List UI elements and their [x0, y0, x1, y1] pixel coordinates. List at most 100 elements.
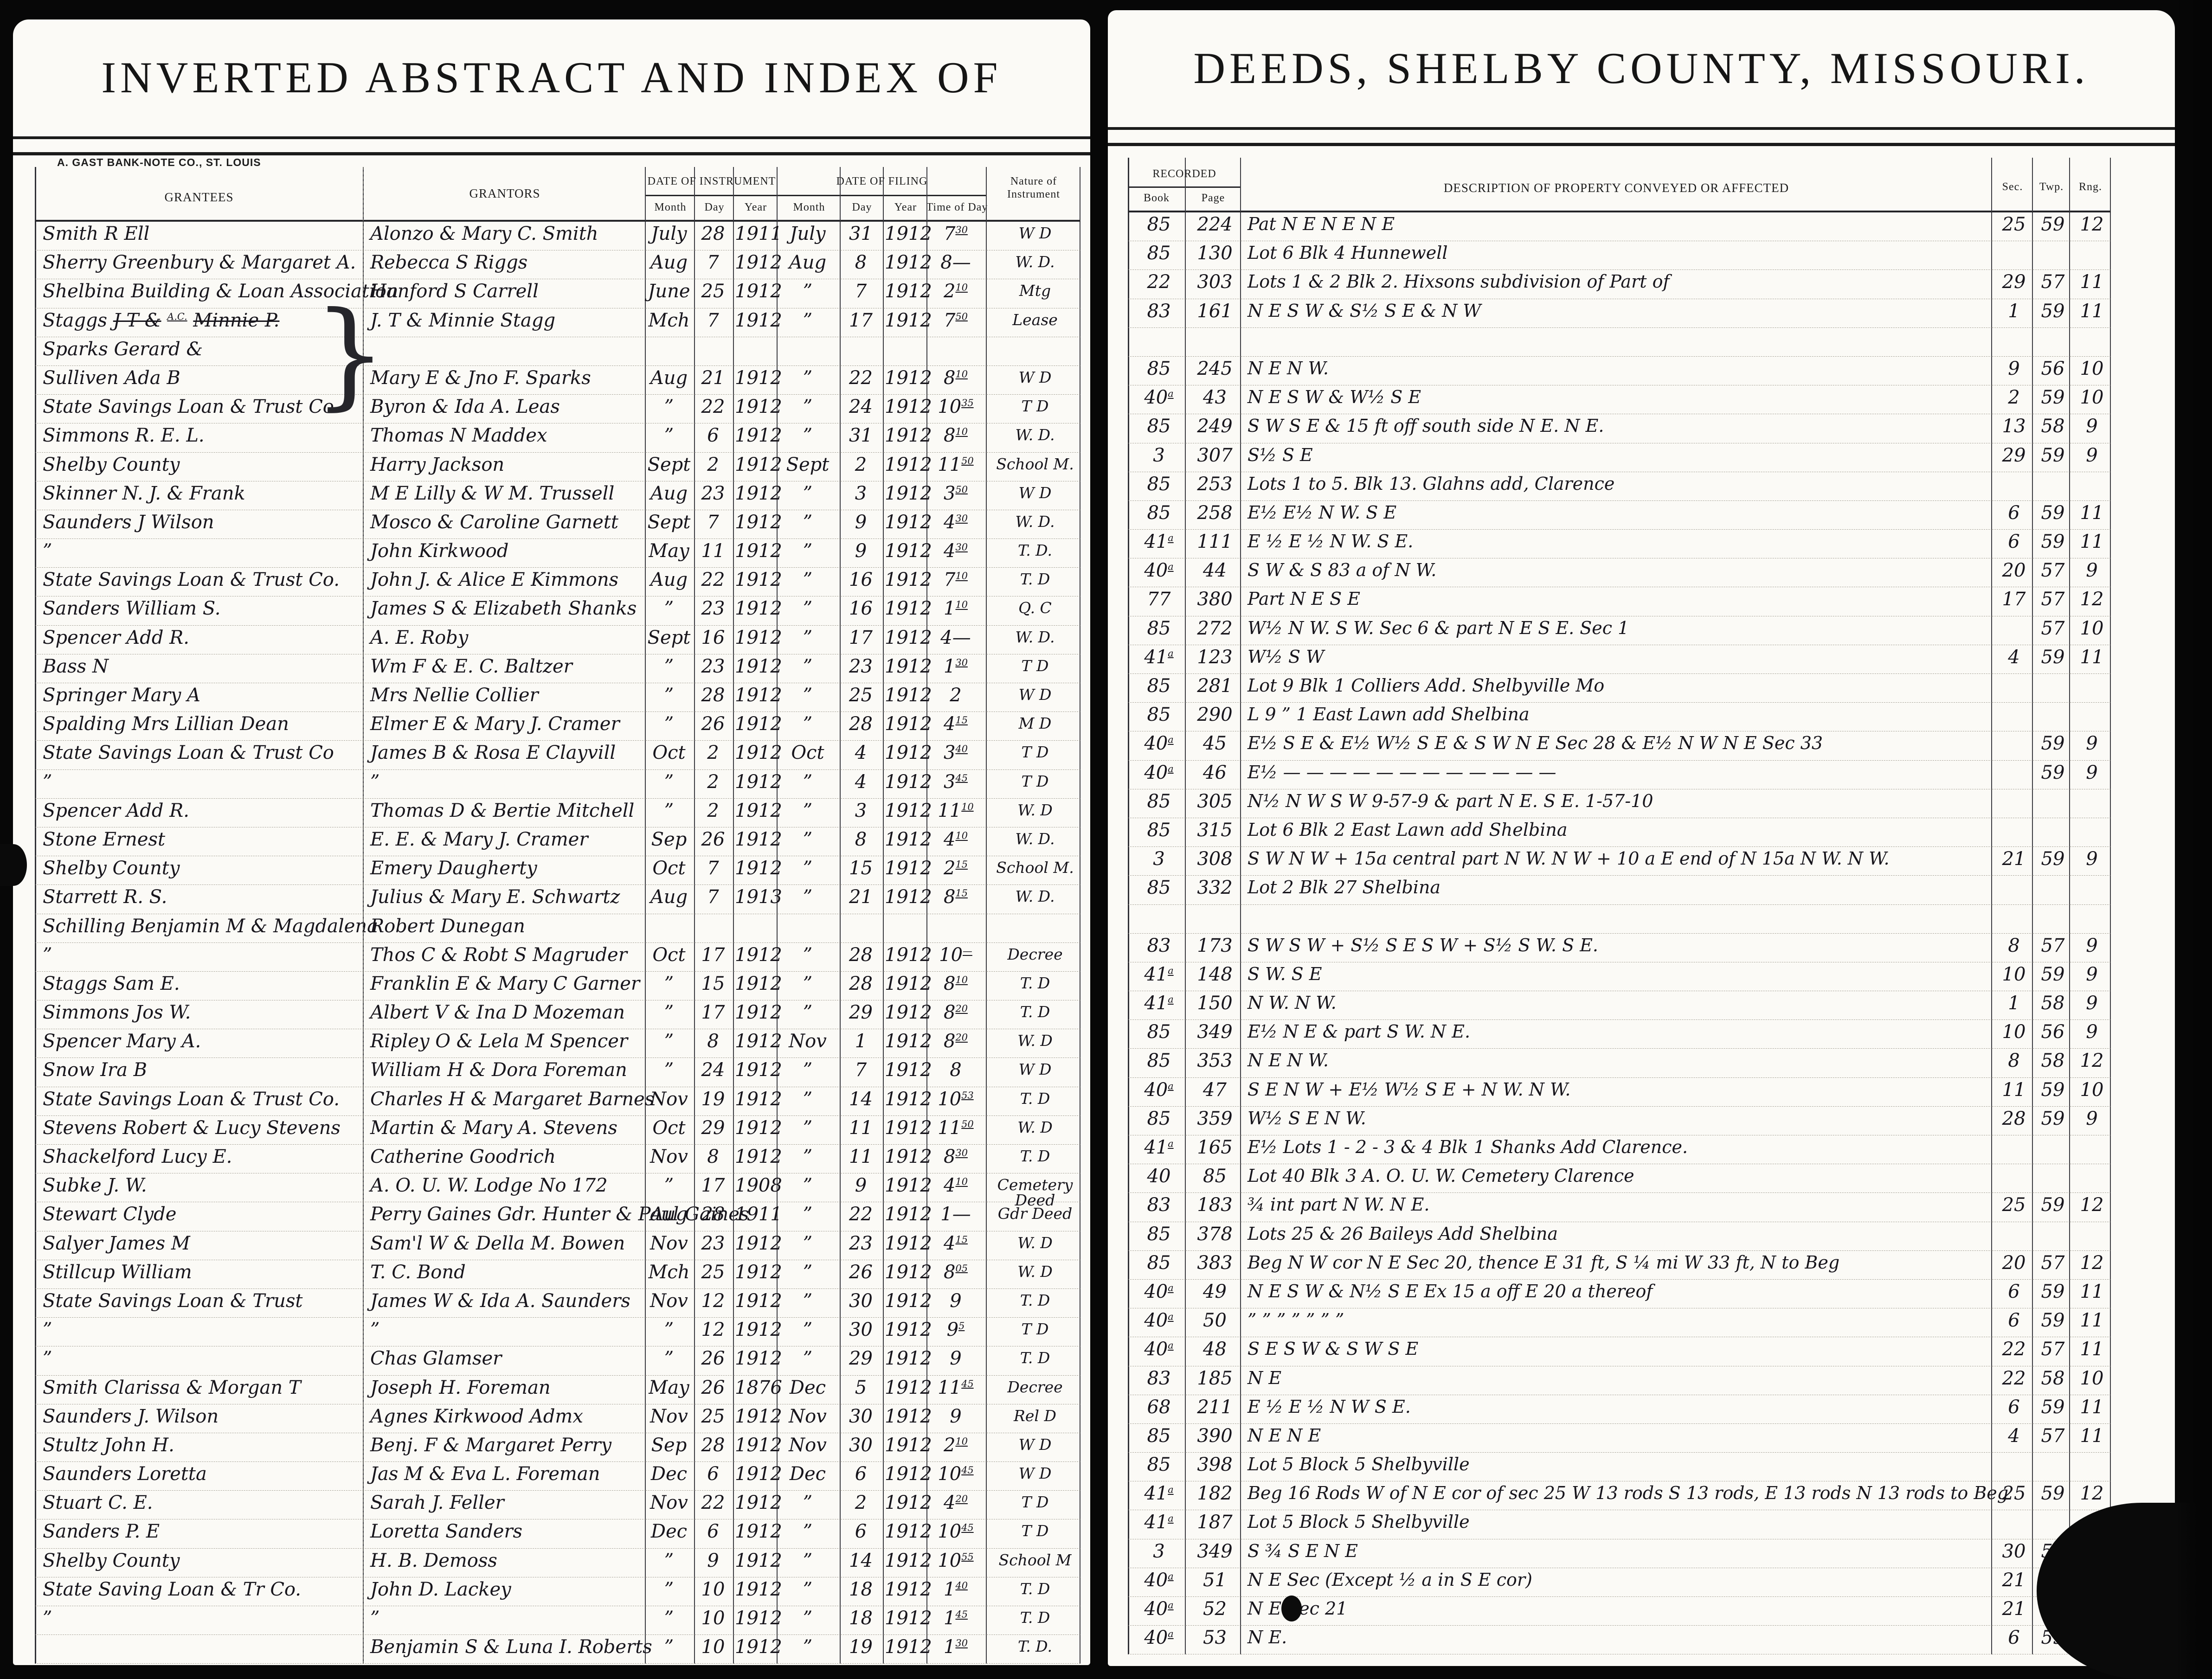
cell-filed-month: ” — [778, 596, 841, 626]
cell-book: 85 — [1128, 1250, 1186, 1280]
cell-inst-day: 28 — [695, 683, 734, 712]
cell-twp: 58 — [2033, 991, 2070, 1020]
cell-inst-day: 23 — [695, 481, 734, 510]
cell-inst-year: 1912 — [734, 395, 782, 424]
cell-inst-day: 17 — [695, 1173, 734, 1203]
cell-inst-month: Aug — [646, 481, 695, 510]
cell-inst-day: 21 — [695, 365, 734, 395]
cell-filed-day: 17 — [841, 625, 884, 654]
cell-grantee: State Saving Loan & Tr Co. — [35, 1577, 364, 1606]
cell-grantor: John J. & Alice E Kimmons — [363, 568, 646, 597]
cell-twp: 59 — [2033, 1106, 2070, 1135]
cell-nature: Decree — [987, 1375, 1080, 1404]
col-head-time-of-day: Time of Day — [926, 201, 988, 213]
cell-rng — [2070, 818, 2111, 847]
cell-filed-year: 1912 — [884, 625, 932, 654]
cell-sec — [1992, 876, 2033, 905]
cell-inst-year: 1912 — [734, 510, 782, 539]
cell-inst-day: 28 — [695, 1202, 734, 1231]
cell-grantee: Sanders P. E — [35, 1519, 364, 1549]
cell-filed-day: 15 — [841, 856, 884, 885]
cell-filed-year: 1912 — [884, 1519, 932, 1549]
cell-grantee: Shackelford Lucy E. — [35, 1145, 364, 1174]
cell-book: 40a — [1128, 1568, 1186, 1597]
cell-twp: 56 — [2033, 1020, 2070, 1049]
cell-inst-year: 1912 — [734, 539, 782, 568]
cell-rng — [2070, 1453, 2111, 1482]
cell-inst-month: ” — [646, 1346, 695, 1376]
cell-book: 40 — [1128, 1164, 1186, 1193]
cell-filed-year: 1912 — [884, 481, 932, 510]
cell-inst-month: Sep — [646, 1433, 695, 1462]
cell-grantee: Schilling Benjamin M & Magdalena — [35, 914, 378, 943]
cell-grantor: A. E. Roby — [363, 625, 646, 654]
cell-filed-month: Sept — [778, 452, 841, 481]
cell-inst-month: ” — [646, 1173, 695, 1203]
header-rule-bottom — [13, 152, 1090, 155]
cell-inst-year: 1912 — [734, 856, 782, 885]
cell-inst-year: 1912 — [734, 1231, 782, 1260]
cell-grantor: Ripley O & Lela M Spencer — [363, 1029, 646, 1058]
cell-sec: 6 — [1992, 1395, 2033, 1424]
cell-page: 224 — [1186, 212, 1241, 242]
cell-grantee: Stillcup William — [35, 1260, 364, 1289]
cell-inst-month: Nov — [646, 1288, 695, 1318]
cell-page: 51 — [1186, 1568, 1241, 1597]
cell-book: 40a — [1128, 1077, 1186, 1107]
cell-sec: 8 — [1992, 933, 2033, 962]
cell-grantor: Emery Daugherty — [363, 856, 646, 885]
cell-page: 173 — [1186, 933, 1241, 962]
cell-book: 85 — [1128, 472, 1186, 501]
cell-grantee: Sanders William S. — [35, 596, 364, 626]
cell-inst-month: Oct — [646, 1115, 695, 1145]
cell-filed-day: 8 — [841, 827, 884, 857]
header-grid-left — [35, 167, 1080, 222]
cell-twp — [2033, 904, 2070, 934]
cell-rng — [2070, 1135, 2111, 1165]
cell-filed-day: 28 — [841, 971, 884, 1001]
cell-filed-month: ” — [778, 1635, 841, 1664]
cell-description: L 9 ” 1 East Lawn add Shelbina — [1241, 703, 1992, 732]
cell-sec: 13 — [1992, 414, 2033, 443]
cell-sec: 21 — [1992, 847, 2033, 876]
cell-filed-day: 5 — [841, 1375, 884, 1404]
cell-rng: 11 — [2070, 530, 2111, 559]
cell-sec: 6 — [1992, 500, 2033, 530]
cell-description: Lot 9 Blk 1 Colliers Add. Shelbyville Mo — [1241, 674, 1992, 703]
cell-nature: W. D — [987, 1231, 1080, 1260]
cell-inst-day: 10 — [695, 1635, 734, 1664]
cell-sec: 11 — [1992, 1077, 2033, 1107]
cell-inst-year: 1912 — [734, 971, 782, 1001]
cell-rng — [2070, 1222, 2111, 1251]
cell-twp — [2033, 1164, 2070, 1193]
cell-filed-day — [841, 914, 884, 943]
cell-filed-day: 30 — [841, 1404, 884, 1433]
cell-book: 41a — [1128, 1481, 1186, 1511]
cell-grantee: Staggs Sam E. — [35, 971, 364, 1001]
cell-inst-year: 1912 — [734, 1087, 782, 1116]
cell-sec — [1992, 818, 2033, 847]
cell-time — [927, 914, 987, 943]
cell-time: 710 — [927, 568, 987, 597]
cell-inst-day: 10 — [695, 1577, 734, 1606]
cell-inst-day: 8 — [695, 1145, 734, 1174]
cell-filed-year: 1912 — [884, 250, 932, 280]
right-page-title: DEEDS, SHELBY COUNTY, MISSOURI. — [1193, 44, 2090, 93]
cell-description: E ½ E ½ N W. S E. — [1241, 530, 1992, 559]
scan-blotch-left-edge — [0, 844, 27, 886]
cell-filed-month — [778, 914, 841, 943]
cell-grantee: Sparks Gerard &} — [35, 296, 387, 412]
cell-inst-month: May — [646, 539, 695, 568]
cell-nature: T. D — [987, 1346, 1080, 1376]
cell-page: 390 — [1186, 1423, 1241, 1453]
cell-filed-year: 1912 — [884, 1087, 932, 1116]
cell-book: 40a — [1128, 1279, 1186, 1309]
col-head-date-of-instrument: DATE OF INSTRUMENT — [647, 175, 776, 187]
cell-filed-month: ” — [778, 1260, 841, 1289]
cell-twp: 56 — [2033, 356, 2070, 386]
cell-inst-day: 15 — [695, 971, 734, 1001]
cell-inst-year: 1912 — [734, 1433, 782, 1462]
cell-inst-month: ” — [646, 395, 695, 424]
cell-page: 50 — [1186, 1308, 1241, 1338]
cell-inst-year: 1912 — [734, 1260, 782, 1289]
